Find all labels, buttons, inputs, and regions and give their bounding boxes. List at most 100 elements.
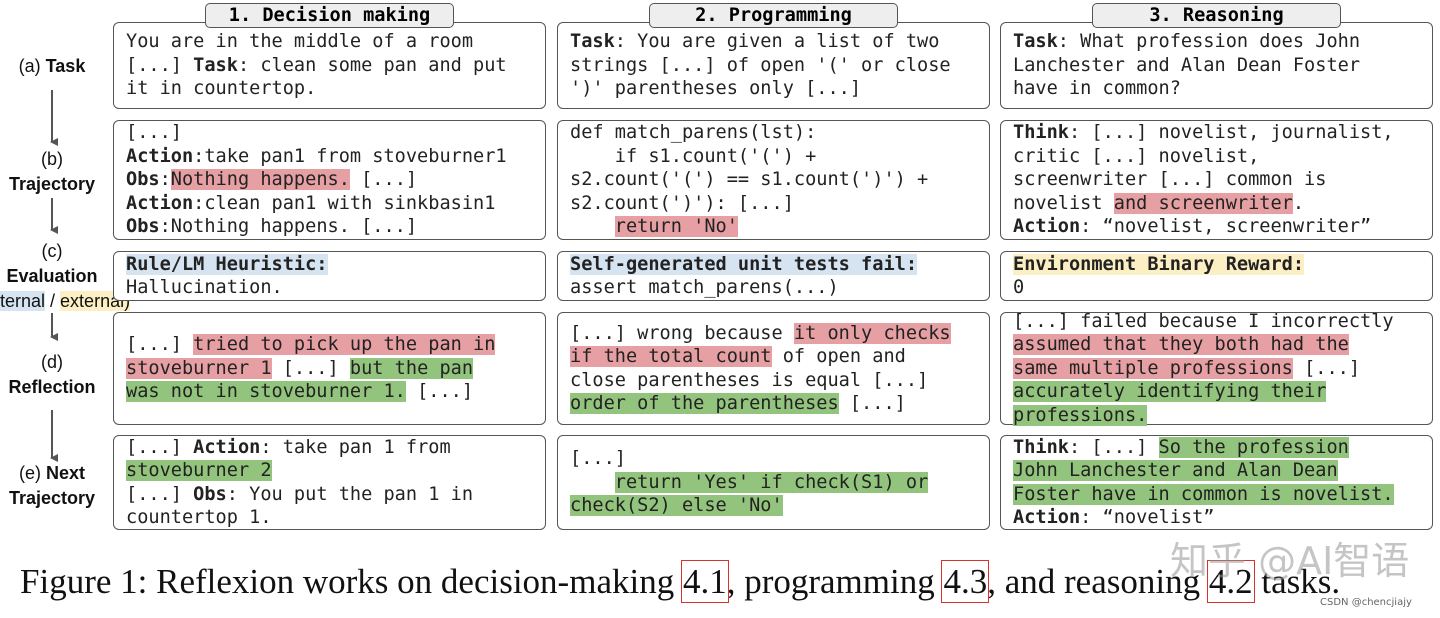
text-segment: [...] failed because I incorrectly [1013, 310, 1394, 332]
text-line: return 'No' [570, 215, 977, 238]
stage-line: (e) Next [0, 461, 124, 486]
text-segment: countertop 1. [126, 506, 272, 528]
text-segment: assumed that they both had the [1013, 334, 1349, 356]
panel-box: [...] Action: take pan 1 from stoveburner… [113, 435, 546, 530]
column-title: 1. Decision making [205, 3, 454, 28]
text-segment: [...] [126, 122, 182, 144]
text-segment: if s1.count('(') + [570, 145, 817, 167]
text-segment: Reflection [8, 377, 96, 397]
text-line: Hallucination. [126, 276, 533, 299]
stage-line: Trajectory [0, 486, 124, 511]
text-segment: assert match_parens(...) [570, 277, 839, 298]
text-segment: if the total count [570, 346, 772, 368]
credit: CSDN @chencjiajy [1320, 597, 1412, 608]
text-segment: So the profession [1158, 436, 1349, 458]
text-line: [...] wrong because it only checks [570, 322, 977, 345]
text-segment: Obs [193, 483, 227, 505]
stage-label: (e) Next Trajectory [0, 461, 124, 511]
column-title: 2. Programming [649, 3, 898, 28]
text-segment: [...] [126, 436, 194, 458]
text-line: [...] Obs: You put the pan 1 in [126, 483, 533, 506]
text-segment: Self-generated unit tests fail: [570, 253, 918, 275]
text-segment: stoveburner 1 [126, 357, 272, 379]
text-segment [570, 216, 615, 237]
panel-box: [...] wrong because it only checks if the… [557, 312, 990, 425]
stage-label: (d) Reflection [0, 350, 124, 400]
text-line: stoveburner 2 [126, 459, 533, 482]
text-line: [...] [126, 121, 533, 144]
text-segment: Environment Binary Reward: [1013, 253, 1305, 275]
text-segment: Task [1013, 31, 1058, 53]
text-segment: Figure 1: Reflexion works on decision-ma… [20, 562, 683, 601]
text-line: Rule/LM Heuristic: [126, 253, 533, 276]
text-segment: 0 [1013, 277, 1025, 298]
text-segment [570, 472, 615, 493]
stage-line: (a) Task [0, 54, 124, 79]
text-line: was not in stoveburner 1. [...] [126, 380, 533, 403]
text-line: Think: [...] novelist, journalist, [1013, 121, 1420, 144]
text-segment: Action [126, 192, 194, 214]
text-line: Obs:Nothing happens. [...] [126, 168, 533, 191]
text-segment: critic [...] novelist, [1013, 145, 1260, 167]
text-segment: : [...] novelist, journalist, [1068, 122, 1394, 144]
text-segment: (d) [41, 352, 63, 372]
text-segment: [...] [1292, 357, 1361, 379]
panel-box: Self-generated unit tests fail: assert ma… [557, 251, 990, 301]
text-segment: : [...] [1068, 436, 1159, 458]
text-segment: was not in stoveburner 1. [126, 381, 406, 403]
text-line: 0 [1013, 276, 1420, 299]
stage-line: (c) [0, 239, 124, 264]
text-segment: return 'No' [614, 216, 738, 238]
text-line: strings [...] of open '(' or close [570, 54, 977, 77]
text-segment: [...] [126, 334, 194, 356]
stage-line: (b) [0, 147, 124, 172]
text-segment: and screenwriter [1113, 192, 1293, 214]
text-segment: Task [570, 31, 615, 53]
watermark: 知乎 @AI智语 [1170, 539, 1410, 583]
text-line: [...] tried to pick up the pan in [126, 333, 533, 356]
panel-box: You are in the middle of a room [...] Tas… [113, 22, 546, 109]
text-segment: check(S2) else 'No' [570, 495, 783, 517]
text-segment: tried to pick up the pan in [193, 334, 496, 356]
text-line: assumed that they both had the [1013, 333, 1420, 356]
text-segment: Action [1013, 506, 1081, 528]
text-segment: [...] [126, 483, 194, 505]
stage-line: Evaluation [0, 264, 124, 289]
text-line: if s1.count('(') + [570, 145, 977, 168]
text-line: John Lanchester and Alan Dean [1013, 459, 1420, 482]
stage-label: (c) Evaluation (internal / external) [0, 239, 131, 314]
text-segment: Next [45, 463, 85, 483]
text-segment: but the pan [349, 357, 474, 379]
text-segment: Lanchester and Alan Dean Foster [1013, 54, 1361, 76]
text-segment: :take pan1 from stoveburner1 [193, 145, 507, 167]
text-segment: 4.2 [1206, 560, 1255, 603]
stage-line: Trajectory [0, 172, 124, 197]
text-line: You are in the middle of a room [126, 30, 533, 53]
text-segment: [...] wrong because [570, 322, 794, 344]
text-segment: : “novelist, screenwriter” [1080, 216, 1372, 238]
text-segment: screenwriter [...] common is [1013, 169, 1327, 191]
text-segment: s2.count('(') == s1.count(')') + [570, 169, 929, 191]
text-segment: Task [45, 55, 86, 76]
text-line: ')' parentheses only [...] [570, 77, 977, 100]
text-segment: Action [126, 145, 194, 167]
text-segment: same multiple professions [1013, 357, 1293, 379]
text-segment: : clean some pan and put [237, 54, 507, 76]
text-line: Action: “novelist” [1013, 506, 1420, 529]
text-segment: Obs [126, 169, 160, 191]
text-segment: , and reasoning [987, 562, 1209, 601]
panel-box: [...] return 'Yes' if check(S1) or check(… [557, 435, 990, 530]
text-line: novelist and screenwriter. [1013, 192, 1420, 215]
stage-label: (a) Task [0, 54, 124, 79]
text-line: same multiple professions [...] [1013, 357, 1420, 380]
text-line: have in common? [1013, 77, 1420, 100]
text-segment: order of the parentheses [570, 392, 839, 414]
text-line: Action:take pan1 from stoveburner1 [126, 145, 533, 168]
text-segment: 4.1 [680, 560, 729, 603]
stage-line: Reflection [0, 375, 124, 400]
text-segment: accurately identifying their [1013, 381, 1327, 403]
text-line: Lanchester and Alan Dean Foster [1013, 54, 1420, 77]
text-segment: :Nothing happens. [...] [159, 216, 418, 238]
text-segment: : You are given a list of two [614, 31, 940, 53]
